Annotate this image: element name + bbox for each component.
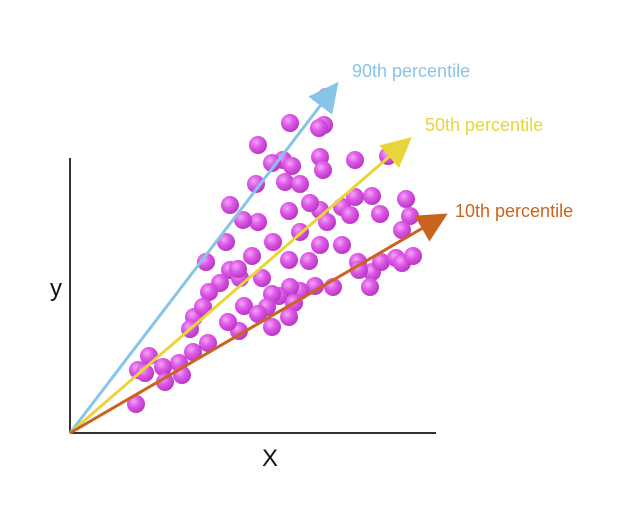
data-point <box>184 343 202 361</box>
data-point <box>276 173 294 191</box>
data-point <box>314 161 332 179</box>
data-point <box>280 202 298 220</box>
data-point <box>229 260 247 278</box>
scatter-points <box>127 88 422 413</box>
data-point <box>283 157 301 175</box>
percentile-90-arrow <box>68 81 339 434</box>
data-point <box>199 334 217 352</box>
percentile-50-arrow <box>69 137 412 435</box>
data-point <box>249 305 267 323</box>
data-point <box>291 175 309 193</box>
data-point <box>243 247 261 265</box>
data-point <box>156 373 174 391</box>
data-point <box>361 278 379 296</box>
data-point <box>393 221 411 239</box>
data-point <box>333 236 351 254</box>
data-point <box>397 190 415 208</box>
data-point <box>280 308 298 326</box>
data-point <box>249 136 267 154</box>
data-point <box>371 205 389 223</box>
data-point <box>280 251 298 269</box>
data-point <box>253 269 271 287</box>
data-point <box>234 211 252 229</box>
data-point <box>136 364 154 382</box>
data-point <box>194 298 212 316</box>
data-point <box>404 247 422 265</box>
data-point <box>127 395 145 413</box>
data-point <box>140 347 158 365</box>
percentile-10-label: 10th percentile <box>455 201 573 221</box>
y-axis-label: y <box>50 275 62 302</box>
data-point <box>249 213 267 231</box>
data-point <box>217 233 235 251</box>
data-point <box>281 114 299 132</box>
data-point <box>341 206 359 224</box>
data-point <box>263 318 281 336</box>
data-point <box>197 253 215 271</box>
data-point <box>310 119 328 137</box>
data-point <box>235 297 253 315</box>
data-point <box>301 194 319 212</box>
data-point <box>221 196 239 214</box>
data-point <box>372 253 390 271</box>
data-point <box>219 313 237 331</box>
percentile-50-label: 50th percentile <box>425 115 543 135</box>
data-point <box>264 233 282 251</box>
data-point <box>200 283 218 301</box>
x-axis-label: X <box>262 445 278 472</box>
percentile-10-arrow <box>69 213 448 435</box>
data-point <box>263 154 281 172</box>
data-point <box>350 261 368 279</box>
data-point <box>346 188 364 206</box>
data-point <box>318 213 336 231</box>
data-point <box>300 252 318 270</box>
data-point <box>306 277 324 295</box>
percentile-90-label: 90th percentile <box>352 61 470 81</box>
data-point <box>247 175 265 193</box>
data-point <box>311 236 329 254</box>
data-point <box>346 151 364 169</box>
data-point <box>154 358 172 376</box>
data-point <box>363 187 381 205</box>
